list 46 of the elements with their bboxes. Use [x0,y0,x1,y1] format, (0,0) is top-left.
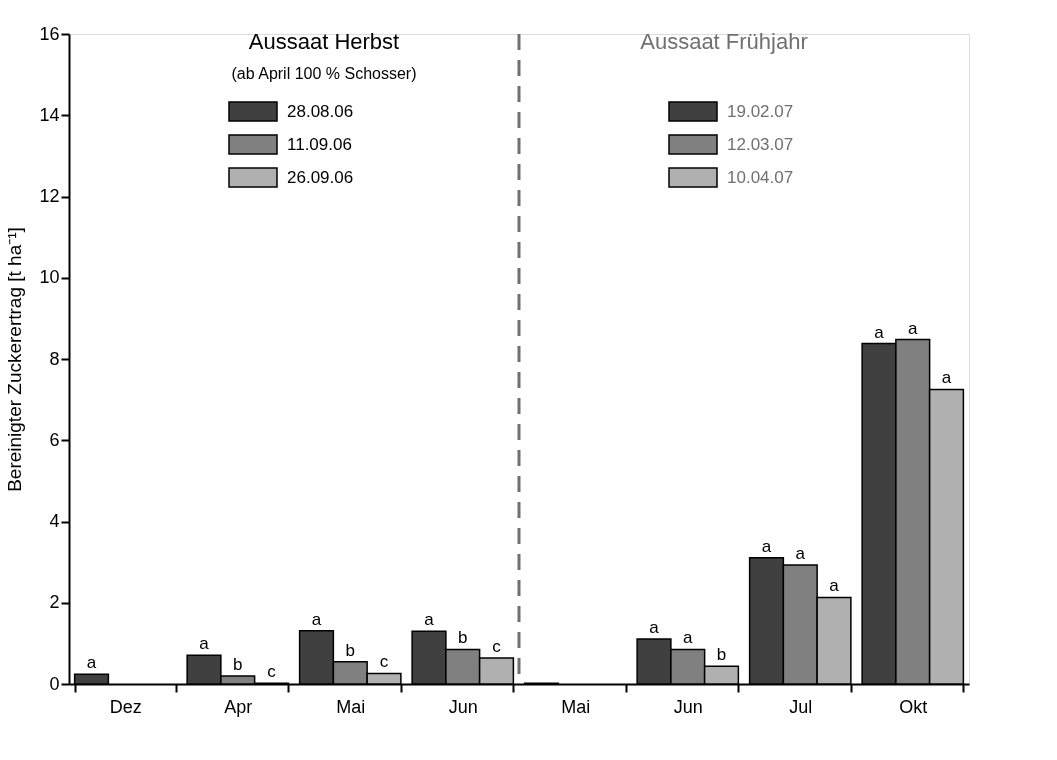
y-tick-label: 10 [39,267,60,288]
x-tick-label: Dez [109,696,142,717]
data-label: c [379,652,389,672]
data-label: c [492,637,502,656]
data-label: c [267,662,277,682]
data-label: b [716,645,727,665]
data-label: b [458,628,468,648]
x-tick-label: Jun [448,696,478,717]
x-tick-label: Apr [224,696,253,717]
data-label: a [829,576,840,596]
annotation: Aussaat Herbst [248,29,400,54]
data-label: a [86,653,97,673]
y-tick-label: 0 [49,673,60,694]
legend-label: 11.09.06 [287,135,352,154]
data-label: a [908,318,919,338]
data-label: a [874,322,885,342]
y-tick-label: 16 [39,23,60,44]
y-tick-label: 2 [49,592,60,613]
y-tick-label: 8 [49,348,60,369]
x-tick-label: Jun [673,696,703,717]
data-label: a [941,368,952,388]
y-tick-label: 14 [39,104,60,125]
annotation: Aussaat Frühjahr [640,29,808,54]
data-label: a [199,634,210,654]
legend-label: 26.09.06 [287,168,354,187]
y-tick-label: 4 [49,511,60,531]
data-label: b [233,654,243,674]
y-tick-label: 6 [49,429,60,450]
legend-label: 10.04.07 [727,168,794,187]
data-label: a [649,617,660,637]
legend-label: 19.02.07 [727,102,794,121]
data-label: a [795,543,806,563]
data-label: a [683,628,694,648]
x-tick-label: Jul [789,696,813,717]
legend-label: 28.08.06 [287,102,354,121]
x-tick-label: Okt [899,696,928,717]
data-label: b [345,640,355,660]
y-axis-title: Bereinigter Zuckerertrag [t ha⁻¹] [4,227,26,492]
data-label: a [311,609,322,629]
data-label: a [761,536,772,556]
legend-label: 12.03.07 [727,135,794,154]
data-label: a [424,610,435,630]
x-tick-label: Mai [336,696,366,717]
annotation: (ab April 100 % Schosser) [231,65,417,82]
y-tick-label: 12 [39,186,60,206]
x-tick-label: Mai [561,696,591,717]
